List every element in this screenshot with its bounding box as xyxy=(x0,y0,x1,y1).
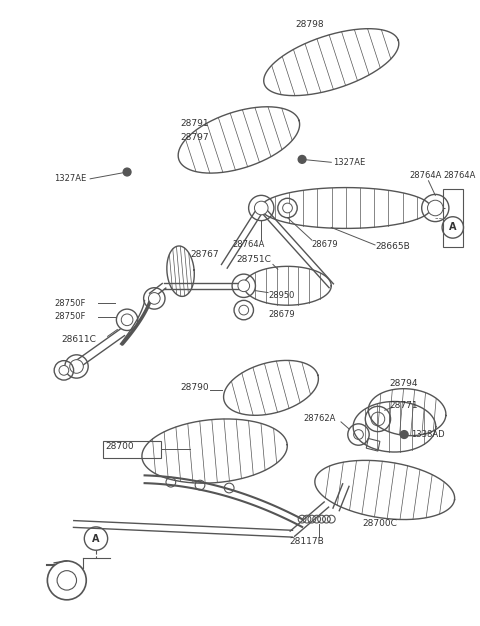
Text: 28700: 28700 xyxy=(106,442,134,451)
Circle shape xyxy=(148,292,160,304)
Text: 1338AD: 1338AD xyxy=(411,430,444,439)
Text: 28764A: 28764A xyxy=(232,240,265,249)
Circle shape xyxy=(239,305,249,315)
Circle shape xyxy=(238,280,250,292)
Text: 28797: 28797 xyxy=(180,133,209,141)
Circle shape xyxy=(121,314,133,326)
Text: 1327AE: 1327AE xyxy=(54,174,86,183)
Text: 28764A: 28764A xyxy=(409,172,442,180)
Text: 28790: 28790 xyxy=(180,383,209,393)
Circle shape xyxy=(400,431,408,438)
Circle shape xyxy=(283,203,292,213)
Text: 28764A: 28764A xyxy=(443,172,476,180)
Circle shape xyxy=(123,168,131,176)
Text: 28771: 28771 xyxy=(390,401,418,410)
Text: 28750F: 28750F xyxy=(54,312,85,321)
Circle shape xyxy=(70,360,84,373)
Text: 28767: 28767 xyxy=(190,250,219,259)
Circle shape xyxy=(254,201,268,215)
Text: 28611C: 28611C xyxy=(61,335,96,344)
Text: 1327AE: 1327AE xyxy=(333,158,365,167)
Text: 28791: 28791 xyxy=(180,119,209,128)
Circle shape xyxy=(59,366,69,375)
Text: 28794: 28794 xyxy=(390,379,418,387)
Text: 28679: 28679 xyxy=(312,240,338,249)
Text: A: A xyxy=(449,222,456,232)
Text: 28762A: 28762A xyxy=(304,414,336,423)
Text: 28750F: 28750F xyxy=(54,299,85,308)
Circle shape xyxy=(298,155,306,163)
Text: 28117B: 28117B xyxy=(289,537,324,546)
Text: 28798: 28798 xyxy=(296,20,324,29)
Text: 28679: 28679 xyxy=(268,310,295,319)
Text: 28665B: 28665B xyxy=(375,242,410,252)
Text: 28700C: 28700C xyxy=(362,520,397,528)
Text: 28950: 28950 xyxy=(268,291,294,300)
Text: A: A xyxy=(92,533,100,543)
Text: 28751C: 28751C xyxy=(236,255,271,264)
Circle shape xyxy=(428,200,443,216)
